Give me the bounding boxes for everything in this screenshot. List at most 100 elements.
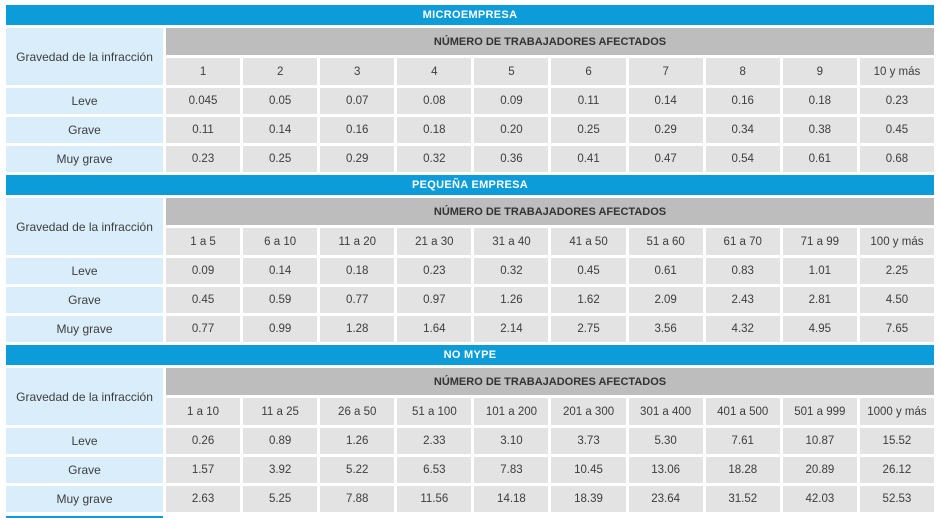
worker-range-header-cell: 21 a 30: [397, 228, 472, 255]
fine-value-cell: 13.06: [628, 457, 703, 483]
severity-row-label: Grave: [6, 457, 163, 483]
severity-row-label: Muy grave: [6, 316, 163, 342]
worker-range-header-cell: 11 a 20: [320, 228, 395, 255]
fine-value-cell: 0.83: [705, 258, 780, 284]
worker-range-header-cell: 9: [782, 58, 857, 85]
workers-header-band: NÚMERO DE TRABAJADORES AFECTADOS: [166, 28, 934, 55]
fine-value-cell: 0.97: [397, 287, 472, 313]
section-title: NO MYPE: [6, 345, 934, 365]
fine-value-cell: 0.18: [397, 117, 472, 143]
fine-value-cell: 1.57: [166, 457, 241, 483]
fine-value-cell: 0.77: [166, 316, 241, 342]
section-microempresa: MICROEMPRESA Gravedad de la infracción NÚM…: [6, 5, 934, 172]
fine-value-cell: 0.09: [166, 258, 241, 284]
fine-value-cell: 7.61: [705, 428, 780, 454]
fine-value-cell: 14.18: [474, 486, 549, 512]
fine-value-cell: 0.32: [474, 258, 549, 284]
section-no-mype: NO MYPE Gravedad de la infracción NÚMERO D…: [6, 345, 934, 512]
fine-value-cell: 0.045: [166, 88, 241, 114]
worker-range-header-cell: 41 a 50: [551, 228, 626, 255]
fine-value-cell: 2.63: [166, 486, 241, 512]
worker-range-header-cell: 1 a 10: [166, 398, 241, 425]
fine-value-cell: 31.52: [705, 486, 780, 512]
worker-range-header-cell: 4: [397, 58, 472, 85]
fine-value-cell: 0.11: [551, 88, 626, 114]
fine-value-cell: 0.45: [551, 258, 626, 284]
fine-value-cell: 11.56: [397, 486, 472, 512]
worker-range-header-cell: 101 a 200: [474, 398, 549, 425]
fine-value-cell: 0.45: [166, 287, 241, 313]
worker-range-header-cell: 401 a 500: [705, 398, 780, 425]
fine-value-cell: 0.08: [397, 88, 472, 114]
fine-value-cell: 7.65: [859, 316, 934, 342]
worker-range-header-cell: 8: [705, 58, 780, 85]
fine-value-cell: 0.25: [243, 146, 318, 172]
fine-value-cell: 42.03: [782, 486, 857, 512]
fine-value-cell: 0.68: [859, 146, 934, 172]
severity-row-label: Muy grave: [6, 146, 163, 172]
gravity-header-cell: Gravedad de la infracción: [6, 368, 163, 425]
worker-range-header-cell: 100 y más: [859, 228, 934, 255]
severity-row-label: Leve: [6, 258, 163, 284]
fine-value-cell: 0.61: [782, 146, 857, 172]
fine-value-cell: 3.73: [551, 428, 626, 454]
fine-value-cell: 0.05: [243, 88, 318, 114]
worker-range-header-cell: 6 a 10: [243, 228, 318, 255]
fine-value-cell: 0.16: [320, 117, 395, 143]
fine-value-cell: 0.47: [628, 146, 703, 172]
worker-range-header-cell: 10 y más: [859, 58, 934, 85]
sections-container: MICROEMPRESA Gravedad de la infracción NÚM…: [6, 5, 934, 512]
gravity-header-cell: Gravedad de la infracción: [6, 198, 163, 255]
fine-value-cell: 3.10: [474, 428, 549, 454]
worker-range-header-cell: 201 a 300: [551, 398, 626, 425]
severity-row-label: Grave: [6, 287, 163, 313]
fine-value-cell: 3.56: [628, 316, 703, 342]
fine-value-cell: 2.09: [628, 287, 703, 313]
fine-value-cell: 0.09: [474, 88, 549, 114]
worker-range-header-cell: 2: [243, 58, 318, 85]
gravity-header-cell: Gravedad de la infracción: [6, 28, 163, 85]
fine-value-cell: 18.28: [705, 457, 780, 483]
severity-row-label: Leve: [6, 88, 163, 114]
worker-range-header-cell: 71 a 99: [782, 228, 857, 255]
section-title: MICROEMPRESA: [6, 5, 934, 25]
worker-range-header-cell: 501 a 999: [782, 398, 857, 425]
fine-value-cell: 0.23: [166, 146, 241, 172]
worker-range-header-cell: 7: [628, 58, 703, 85]
fine-value-cell: 0.77: [320, 287, 395, 313]
worker-range-header-cell: 5: [474, 58, 549, 85]
worker-range-header-cell: 51 a 60: [628, 228, 703, 255]
fine-value-cell: 15.52: [859, 428, 934, 454]
fine-value-cell: 0.59: [243, 287, 318, 313]
fine-value-cell: 0.26: [166, 428, 241, 454]
fine-value-cell: 0.20: [474, 117, 549, 143]
fine-value-cell: 5.30: [628, 428, 703, 454]
section-table: Gravedad de la infracción NÚMERO DE TRABA…: [6, 368, 934, 512]
fine-value-cell: 0.36: [474, 146, 549, 172]
fine-value-cell: 0.99: [243, 316, 318, 342]
fine-value-cell: 0.34: [705, 117, 780, 143]
workers-header-band: NÚMERO DE TRABAJADORES AFECTADOS: [166, 368, 934, 395]
fine-value-cell: 0.23: [859, 88, 934, 114]
worker-range-header-cell: 301 a 400: [628, 398, 703, 425]
fine-value-cell: 0.23: [397, 258, 472, 284]
cropped-next-section-edge: [6, 516, 163, 518]
fine-value-cell: 10.45: [551, 457, 626, 483]
fine-value-cell: 23.64: [628, 486, 703, 512]
fine-value-cell: 0.14: [628, 88, 703, 114]
fine-value-cell: 18.39: [551, 486, 626, 512]
section-title: PEQUEÑA EMPRESA: [6, 175, 934, 195]
fine-value-cell: 52.53: [859, 486, 934, 512]
fine-value-cell: 0.18: [320, 258, 395, 284]
fine-value-cell: 0.11: [166, 117, 241, 143]
fine-value-cell: 1.01: [782, 258, 857, 284]
severity-row-label: Muy grave: [6, 486, 163, 512]
fine-value-cell: 2.25: [859, 258, 934, 284]
fine-value-cell: 2.81: [782, 287, 857, 313]
section-table: Gravedad de la infracción NÚMERO DE TRABA…: [6, 198, 934, 342]
fine-value-cell: 1.64: [397, 316, 472, 342]
fine-value-cell: 2.33: [397, 428, 472, 454]
fine-value-cell: 0.41: [551, 146, 626, 172]
worker-range-header-cell: 6: [551, 58, 626, 85]
fine-value-cell: 1.28: [320, 316, 395, 342]
